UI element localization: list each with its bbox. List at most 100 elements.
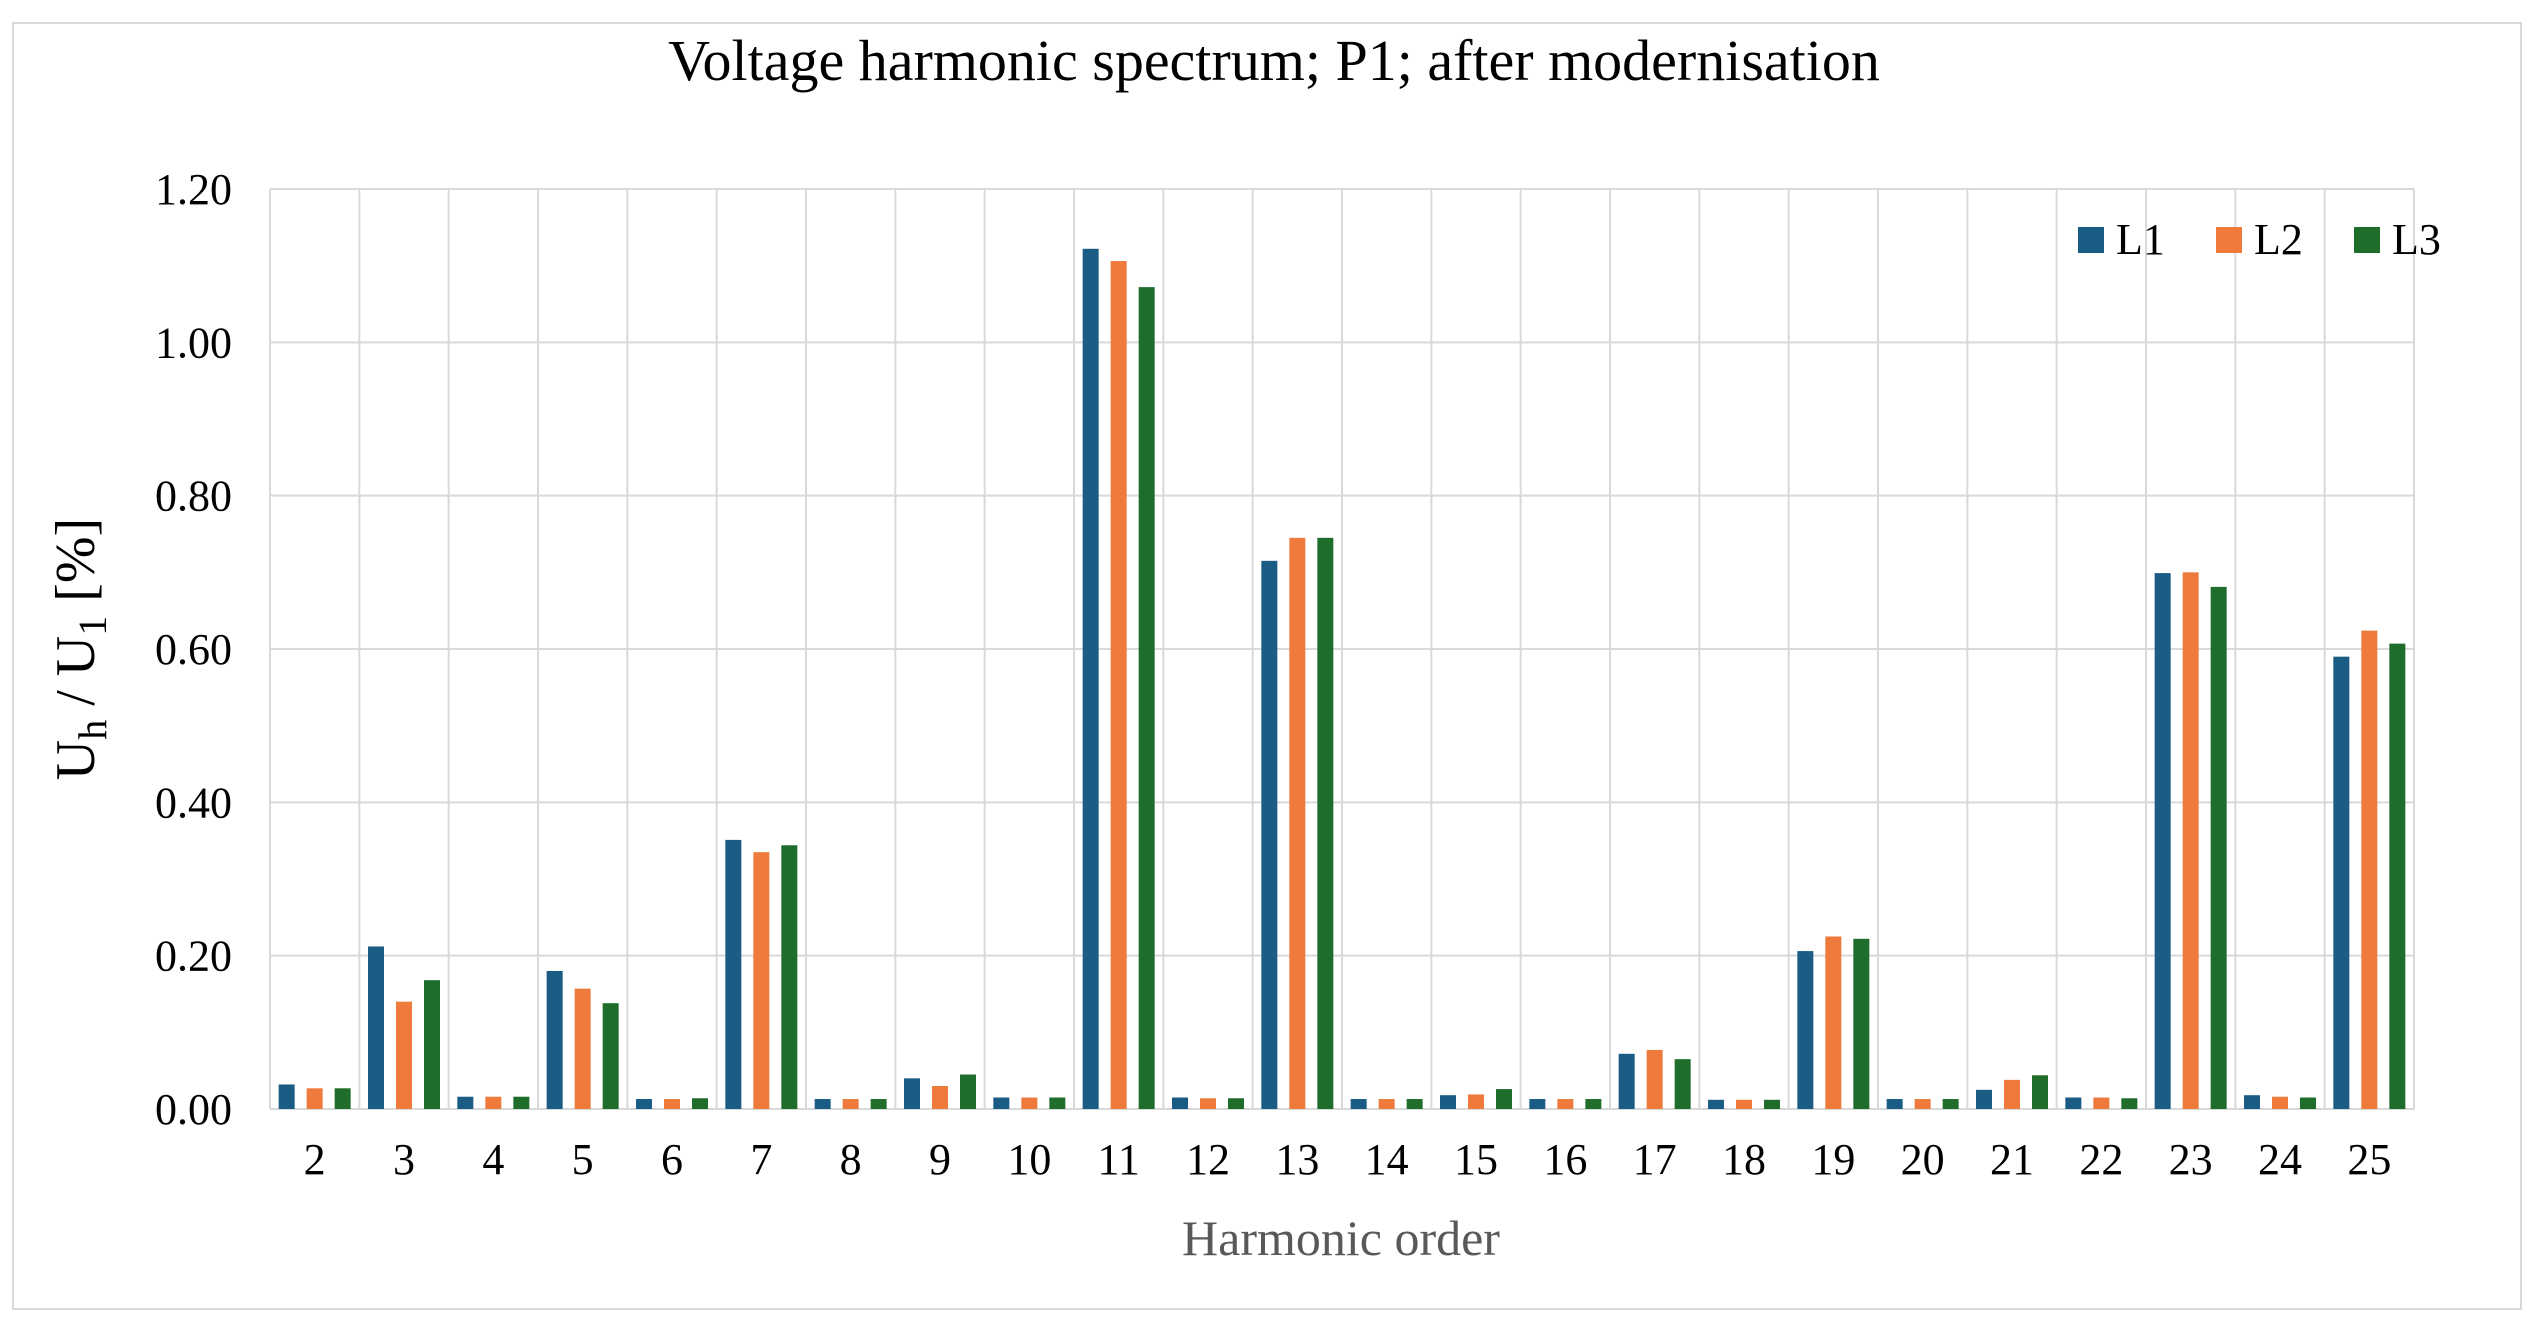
bar-l3	[1942, 1099, 1959, 1109]
bar-l1	[814, 1099, 831, 1109]
bar-l2	[932, 1086, 948, 1109]
legend-label-l3: L3	[2392, 215, 2441, 264]
bar-l1	[2333, 656, 2350, 1109]
bar-l2	[1825, 936, 1842, 1109]
bar-l3	[960, 1074, 976, 1109]
bar-l3	[1496, 1089, 1512, 1109]
bar-l1	[1440, 1095, 1456, 1109]
bar-l2	[1736, 1099, 1752, 1109]
bar-l3	[424, 980, 440, 1109]
bar-l1	[278, 1084, 295, 1109]
bar-l1	[725, 839, 742, 1109]
x-tick-label: 2	[304, 1135, 326, 1184]
bar-l2	[842, 1099, 859, 1109]
bar-l3	[1228, 1098, 1244, 1109]
bar-l2	[2093, 1097, 2110, 1109]
x-tick-label: 18	[1722, 1135, 1766, 1184]
legend-swatch-l1	[2078, 227, 2104, 253]
bar-l3	[1674, 1059, 1691, 1109]
bar-l2	[753, 852, 770, 1109]
gridlines	[269, 188, 2415, 1110]
x-tick-label: 21	[1990, 1135, 2034, 1184]
bar-l1	[1172, 1097, 1188, 1109]
x-tick-label: 6	[661, 1135, 683, 1184]
chart-svg: Voltage harmonic spectrum; P1; after mod…	[45, 28, 2441, 1266]
x-tick-label: 5	[572, 1135, 594, 1184]
bar-l1	[993, 1097, 1010, 1109]
chart-title: Voltage harmonic spectrum; P1; after mod…	[668, 28, 1880, 93]
bar-l1	[2065, 1097, 2082, 1109]
bar-l2	[396, 1001, 412, 1109]
bar-l2	[306, 1088, 323, 1109]
bar-l1	[904, 1078, 920, 1109]
x-tick-label: 7	[750, 1135, 772, 1184]
bar-l2	[1200, 1098, 1216, 1109]
bar-l1	[636, 1099, 652, 1109]
bar-l1	[1529, 1099, 1546, 1109]
y-tick-label: 0.40	[155, 778, 232, 827]
y-tick-label: 0.60	[155, 625, 232, 674]
y-tick-label: 1.20	[155, 165, 232, 214]
bar-l3	[1317, 537, 1334, 1109]
x-tick-label: 20	[1901, 1135, 1945, 1184]
bar-l2	[574, 988, 591, 1109]
bar-l3	[2210, 586, 2227, 1109]
bar-l3	[2032, 1075, 2048, 1109]
y-tick-label: 1.00	[155, 318, 232, 367]
bar-l3	[2300, 1097, 2316, 1109]
bar-l3	[1585, 1099, 1602, 1109]
bar-l2	[1378, 1099, 1395, 1109]
y-axis-label: Uh / U1 [%]	[45, 518, 115, 780]
x-tick-label: 17	[1633, 1135, 1677, 1184]
x-tick-label: 14	[1365, 1135, 1409, 1184]
bar-l1	[546, 971, 563, 1109]
bar-l1	[1350, 1099, 1367, 1109]
bar-l2	[2361, 630, 2378, 1109]
y-tick-label: 0.00	[155, 1085, 232, 1134]
bar-l3	[692, 1098, 708, 1109]
bar-l3	[781, 845, 798, 1109]
x-tick-label: 25	[2347, 1135, 2391, 1184]
bar-l2	[485, 1096, 502, 1109]
bars-group	[278, 248, 2406, 1110]
legend-swatch-l2	[2216, 227, 2242, 253]
x-axis-label: Harmonic order	[1182, 1210, 1500, 1266]
bar-l3	[1138, 287, 1155, 1110]
bar-l2	[1557, 1099, 1574, 1109]
bar-l1	[1618, 1053, 1635, 1109]
bar-l1	[457, 1096, 474, 1109]
x-tick-label: 8	[840, 1135, 862, 1184]
bar-l1	[1708, 1099, 1724, 1109]
x-tick-label: 4	[482, 1135, 504, 1184]
bar-l1	[2154, 573, 2171, 1109]
x-tick-label: 19	[1811, 1135, 1855, 1184]
bar-l2	[2004, 1079, 2020, 1109]
bar-l2	[1110, 261, 1127, 1109]
x-tick-labels: 2 3 4 5 6 7 8 9 10 11 12 13 14 15 16 17 18 19 20 21 22 23 24 25	[304, 1135, 2392, 1184]
bar-l2	[1914, 1099, 1931, 1109]
bar-l3	[870, 1099, 887, 1109]
bar-l2	[664, 1099, 680, 1109]
legend-label-l2: L2	[2254, 215, 2303, 264]
legend-label-l1: L1	[2116, 215, 2165, 264]
bar-l1	[1261, 560, 1278, 1109]
bar-l3	[334, 1088, 351, 1109]
x-tick-label: 23	[2169, 1135, 2213, 1184]
legend-swatch-l3	[2354, 227, 2380, 253]
x-tick-label: 24	[2258, 1135, 2302, 1184]
bar-l2	[1646, 1049, 1663, 1109]
bar-l2	[1021, 1097, 1038, 1109]
bar-l2	[2272, 1096, 2288, 1109]
x-tick-label: 15	[1454, 1135, 1498, 1184]
bar-l3	[2389, 643, 2406, 1109]
chart-frame: Voltage harmonic spectrum; P1; after mod…	[12, 22, 2522, 1310]
bar-l2	[2182, 572, 2199, 1109]
x-tick-label: 22	[2079, 1135, 2123, 1184]
bar-l3	[2121, 1098, 2138, 1109]
x-tick-label: 16	[1543, 1135, 1587, 1184]
bar-l3	[1853, 938, 1870, 1109]
bar-l1	[1082, 248, 1099, 1110]
bar-l1	[1886, 1099, 1903, 1109]
bar-l1	[368, 946, 384, 1109]
bar-l2	[1468, 1094, 1484, 1109]
